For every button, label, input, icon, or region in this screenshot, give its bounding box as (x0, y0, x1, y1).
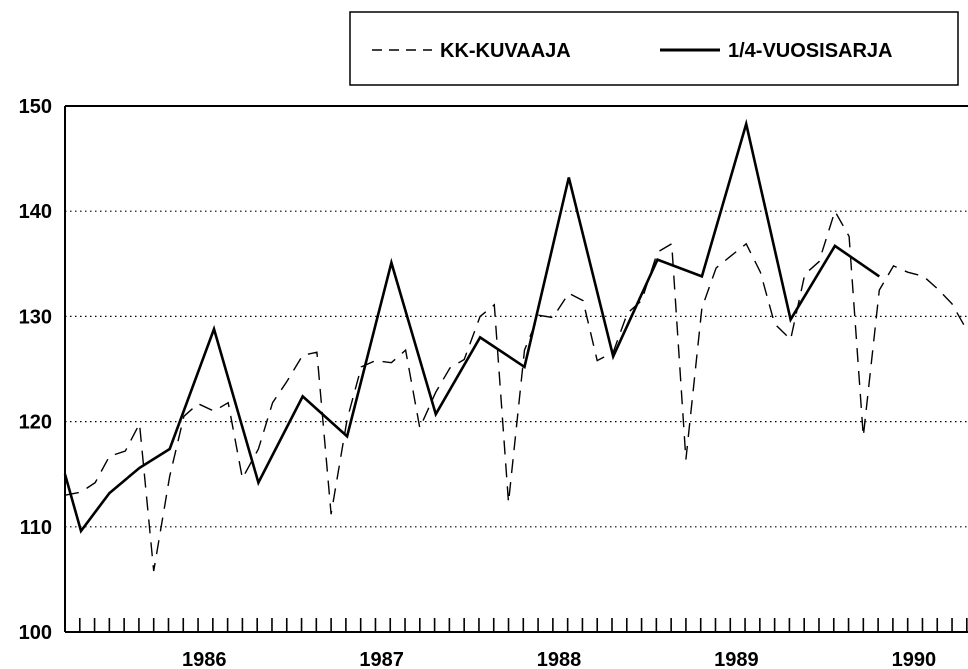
x-tick-label: 1988 (537, 649, 582, 669)
y-tick-label: 150 (19, 96, 52, 118)
x-ticks (78, 618, 968, 632)
x-tick-label: 1986 (182, 649, 227, 669)
x-tick-label: 1987 (359, 649, 404, 669)
y-tick-label: 130 (19, 306, 52, 328)
y-tick-label: 140 (19, 201, 52, 223)
y-tick-label: 110 (20, 517, 52, 539)
legend-box (349, 11, 959, 86)
y-tick-label: 100 (19, 622, 52, 644)
legend-label-1-4-vuosisarja: 1/4-VUOSISARJA (728, 40, 893, 62)
legend-label-kk-kuvaaja: KK-KUVAAJA (440, 40, 571, 62)
x-tick-labels: 1986 1987 1988 1989 1990 (182, 649, 936, 669)
legend: KK-KUVAAJA 1/4-VUOSISARJA (349, 11, 959, 86)
series-line-kk-kuvaaja (64, 209, 968, 572)
x-tick-label: 1990 (892, 649, 937, 669)
y-tick-labels: 100 110 120 130 140 150 (19, 96, 52, 644)
y-tick-label: 120 (19, 412, 52, 434)
plot-area: 100 110 120 130 140 150 1986 1987 1988 1989 1990 (19, 96, 968, 669)
series-line-1-4-vuosisarja (63, 118, 881, 534)
x-tick-label: 1989 (714, 649, 759, 669)
